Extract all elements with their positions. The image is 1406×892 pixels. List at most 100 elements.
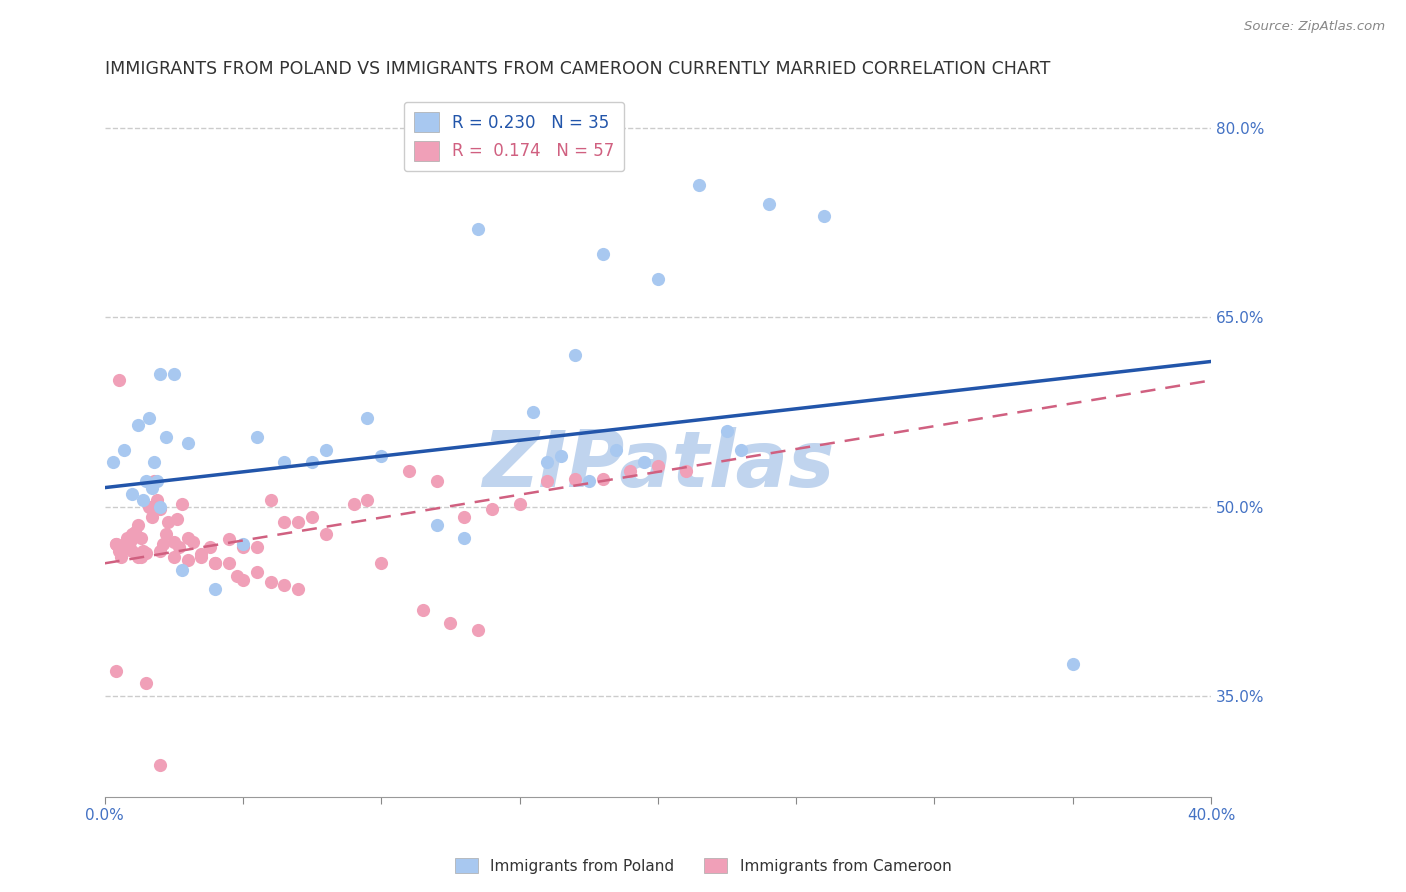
Point (453, 509, 475, 524)
Text: Source: ZipAtlas.com: Source: ZipAtlas.com (1244, 20, 1385, 33)
Point (163, 549, 186, 564)
Point (129, 549, 152, 564)
Point (226, 569, 249, 583)
Point (246, 565, 269, 579)
Point (813, 210, 835, 224)
Point (398, 464, 420, 478)
Point (172, 497, 194, 511)
Point (273, 578, 295, 592)
Point (675, 464, 697, 478)
Point (135, 475, 157, 489)
Point (141, 481, 163, 495)
Point (301, 455, 323, 469)
Point (149, 500, 172, 514)
Point (176, 436, 198, 450)
Point (536, 455, 558, 469)
Point (287, 582, 309, 596)
Point (112, 442, 135, 457)
Point (121, 543, 143, 558)
Point (246, 430, 269, 444)
Point (129, 531, 152, 545)
Point (141, 509, 163, 524)
Point (152, 537, 174, 551)
Point (107, 543, 129, 558)
Point (163, 534, 186, 549)
Point (107, 541, 129, 556)
Point (287, 515, 309, 529)
Point (149, 367, 172, 381)
Point (172, 563, 194, 577)
Point (592, 472, 614, 486)
Point (370, 449, 392, 463)
Point (467, 623, 489, 637)
Point (605, 442, 627, 457)
Point (509, 497, 531, 511)
Point (232, 537, 254, 551)
Point (190, 548, 212, 562)
Point (343, 497, 366, 511)
Point (315, 527, 337, 541)
Point (163, 367, 186, 381)
Point (166, 512, 188, 526)
Point (176, 552, 198, 566)
Point (149, 502, 172, 516)
Point (246, 540, 269, 554)
Point (536, 475, 558, 489)
Point (124, 524, 146, 539)
Text: IMMIGRANTS FROM POLAND VS IMMIGRANTS FROM CAMEROON CURRENTLY MARRIED CORRELATION: IMMIGRANTS FROM POLAND VS IMMIGRANTS FRO… (104, 60, 1050, 78)
Point (104, 537, 127, 551)
Point (143, 455, 166, 469)
Point (169, 540, 191, 554)
Point (135, 546, 157, 560)
Point (439, 615, 461, 630)
Point (633, 455, 655, 469)
Point (273, 455, 295, 469)
Point (121, 527, 143, 541)
Point (647, 272, 669, 286)
Point (132, 493, 155, 508)
Point (121, 487, 143, 501)
Point (315, 442, 337, 457)
Legend: R = 0.230   N = 35, R =  0.174   N = 57: R = 0.230 N = 35, R = 0.174 N = 57 (404, 102, 624, 171)
Point (110, 549, 132, 564)
Point (138, 411, 160, 425)
Point (143, 475, 166, 489)
Point (104, 664, 127, 678)
Point (619, 464, 641, 478)
Point (522, 405, 544, 419)
Point (564, 348, 586, 362)
Point (412, 603, 434, 617)
Point (132, 548, 155, 562)
Point (232, 540, 254, 554)
Point (204, 582, 226, 596)
Point (204, 557, 226, 571)
Point (118, 534, 141, 549)
Point (135, 676, 157, 690)
Point (1062, 657, 1084, 672)
Point (190, 549, 212, 564)
Point (564, 472, 586, 486)
Point (356, 493, 378, 508)
Point (578, 475, 600, 489)
Point (356, 411, 378, 425)
Point (107, 373, 129, 387)
Point (647, 459, 669, 474)
Point (301, 509, 323, 524)
Point (146, 493, 169, 508)
Point (232, 573, 254, 587)
Point (370, 557, 392, 571)
Point (467, 222, 489, 236)
Point (127, 518, 149, 533)
Point (259, 493, 281, 508)
Point (259, 575, 281, 590)
Point (146, 475, 169, 489)
Point (204, 557, 226, 571)
Point (112, 540, 135, 554)
Point (155, 430, 177, 444)
Point (218, 533, 240, 547)
Point (104, 537, 127, 551)
Point (426, 475, 449, 489)
Point (115, 537, 138, 551)
Point (550, 449, 572, 463)
Point (273, 515, 295, 529)
